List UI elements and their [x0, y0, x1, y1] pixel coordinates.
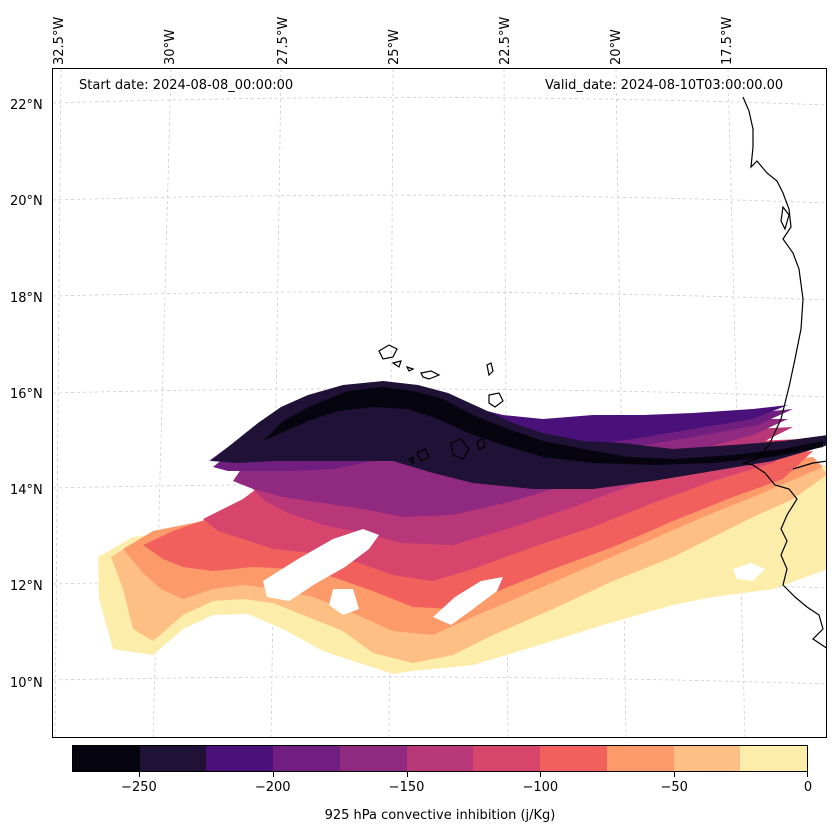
island-sao-vicente [391, 360, 402, 368]
lat-label-16n: 16°N [10, 387, 43, 402]
colorbar-tick [540, 772, 542, 777]
colorbar-segment [473, 746, 541, 771]
gridline-lon [54, 69, 62, 737]
lon-label-27.5w: 27.5°W [276, 16, 291, 65]
contour-band-11 [263, 387, 823, 465]
coastline-river-mouth [792, 460, 826, 470]
lon-label-20w: 20°W [609, 29, 624, 65]
gridline-lat [53, 483, 826, 493]
lat-label-20n: 20°N [10, 194, 43, 209]
map-area [52, 68, 827, 738]
no-data-region [329, 589, 359, 615]
gridline-lat [53, 676, 826, 685]
colorbar-tick [272, 772, 274, 777]
island-santa-luzia [405, 365, 415, 372]
no-data-region [263, 529, 379, 601]
island-boa-vista [488, 392, 504, 408]
coastline [742, 96, 826, 649]
colorbar-segment [73, 746, 140, 771]
island-fogo [416, 448, 430, 462]
valid-date-label: Valid_date: 2024-08-10T03:00:00.00 [545, 78, 784, 93]
no-data-region [433, 577, 503, 625]
lat-label-12n: 12°N [10, 579, 43, 594]
colorbar-tick-label: −200 [254, 780, 291, 795]
gridline-lat [53, 194, 826, 204]
gridline-lat [53, 97, 826, 106]
island-brava [407, 456, 414, 465]
gridline-lon [615, 69, 627, 737]
colorbar-segment [540, 746, 607, 771]
lat-label-22n: 22°N [10, 98, 43, 113]
start-date-label: Start date: 2024-08-08_00:00:00 [79, 78, 294, 93]
colorbar-tick [674, 772, 676, 777]
lon-label-22.5w: 22.5°W [498, 16, 513, 65]
island-sal [486, 362, 494, 377]
gridline-lon [270, 69, 282, 737]
island-maio [476, 438, 486, 450]
colorbar-tick-label: −50 [660, 780, 688, 795]
colorbar-tick-label: 0 [803, 780, 813, 795]
lat-label-14n: 14°N [10, 483, 43, 498]
africa-coastline [742, 96, 826, 649]
gridline-lat [53, 291, 826, 301]
colorbar-tick-label: −250 [121, 780, 157, 795]
colorbar-segment [139, 746, 207, 771]
colorbar-tick [807, 772, 808, 777]
lat-label-10n: 10°N [10, 676, 43, 691]
colorbar-segment [273, 746, 340, 771]
africa-coastline-detail [780, 205, 790, 231]
colorbar-segment [339, 746, 407, 771]
island-santo-antao [378, 344, 398, 360]
colorbar [72, 745, 808, 772]
colorbar-segment [406, 746, 474, 771]
no-data-region [733, 563, 765, 581]
island-santiago [450, 438, 470, 460]
lon-label-17.5w: 17.5°W [720, 16, 735, 65]
cape-verde-islands [378, 344, 504, 465]
lon-label-32.5w: 32.5°W [52, 16, 67, 65]
colorbar-segment [673, 746, 741, 771]
gridline-lon [727, 69, 746, 737]
cin-filled-contours [98, 381, 826, 674]
cin-contour-map [53, 69, 826, 737]
colorbar-label: 925 hPa convective inhibition (j/Kg) [324, 808, 556, 823]
colorbar-segment [206, 746, 274, 771]
colorbar-tick [406, 772, 408, 777]
colorbar-segment [740, 746, 808, 771]
colorbar-tick-label: −150 [388, 780, 425, 795]
lon-label-25w: 25°W [387, 29, 402, 65]
colorbar-tick-label: −100 [522, 780, 559, 795]
gridline-lat [53, 388, 826, 398]
lon-label-30w: 30°W [163, 29, 178, 65]
colorbar-tick [138, 772, 140, 777]
lat-label-18n: 18°N [10, 291, 43, 306]
island-sao-nicolau [420, 370, 441, 380]
colorbar-segment [606, 746, 674, 771]
